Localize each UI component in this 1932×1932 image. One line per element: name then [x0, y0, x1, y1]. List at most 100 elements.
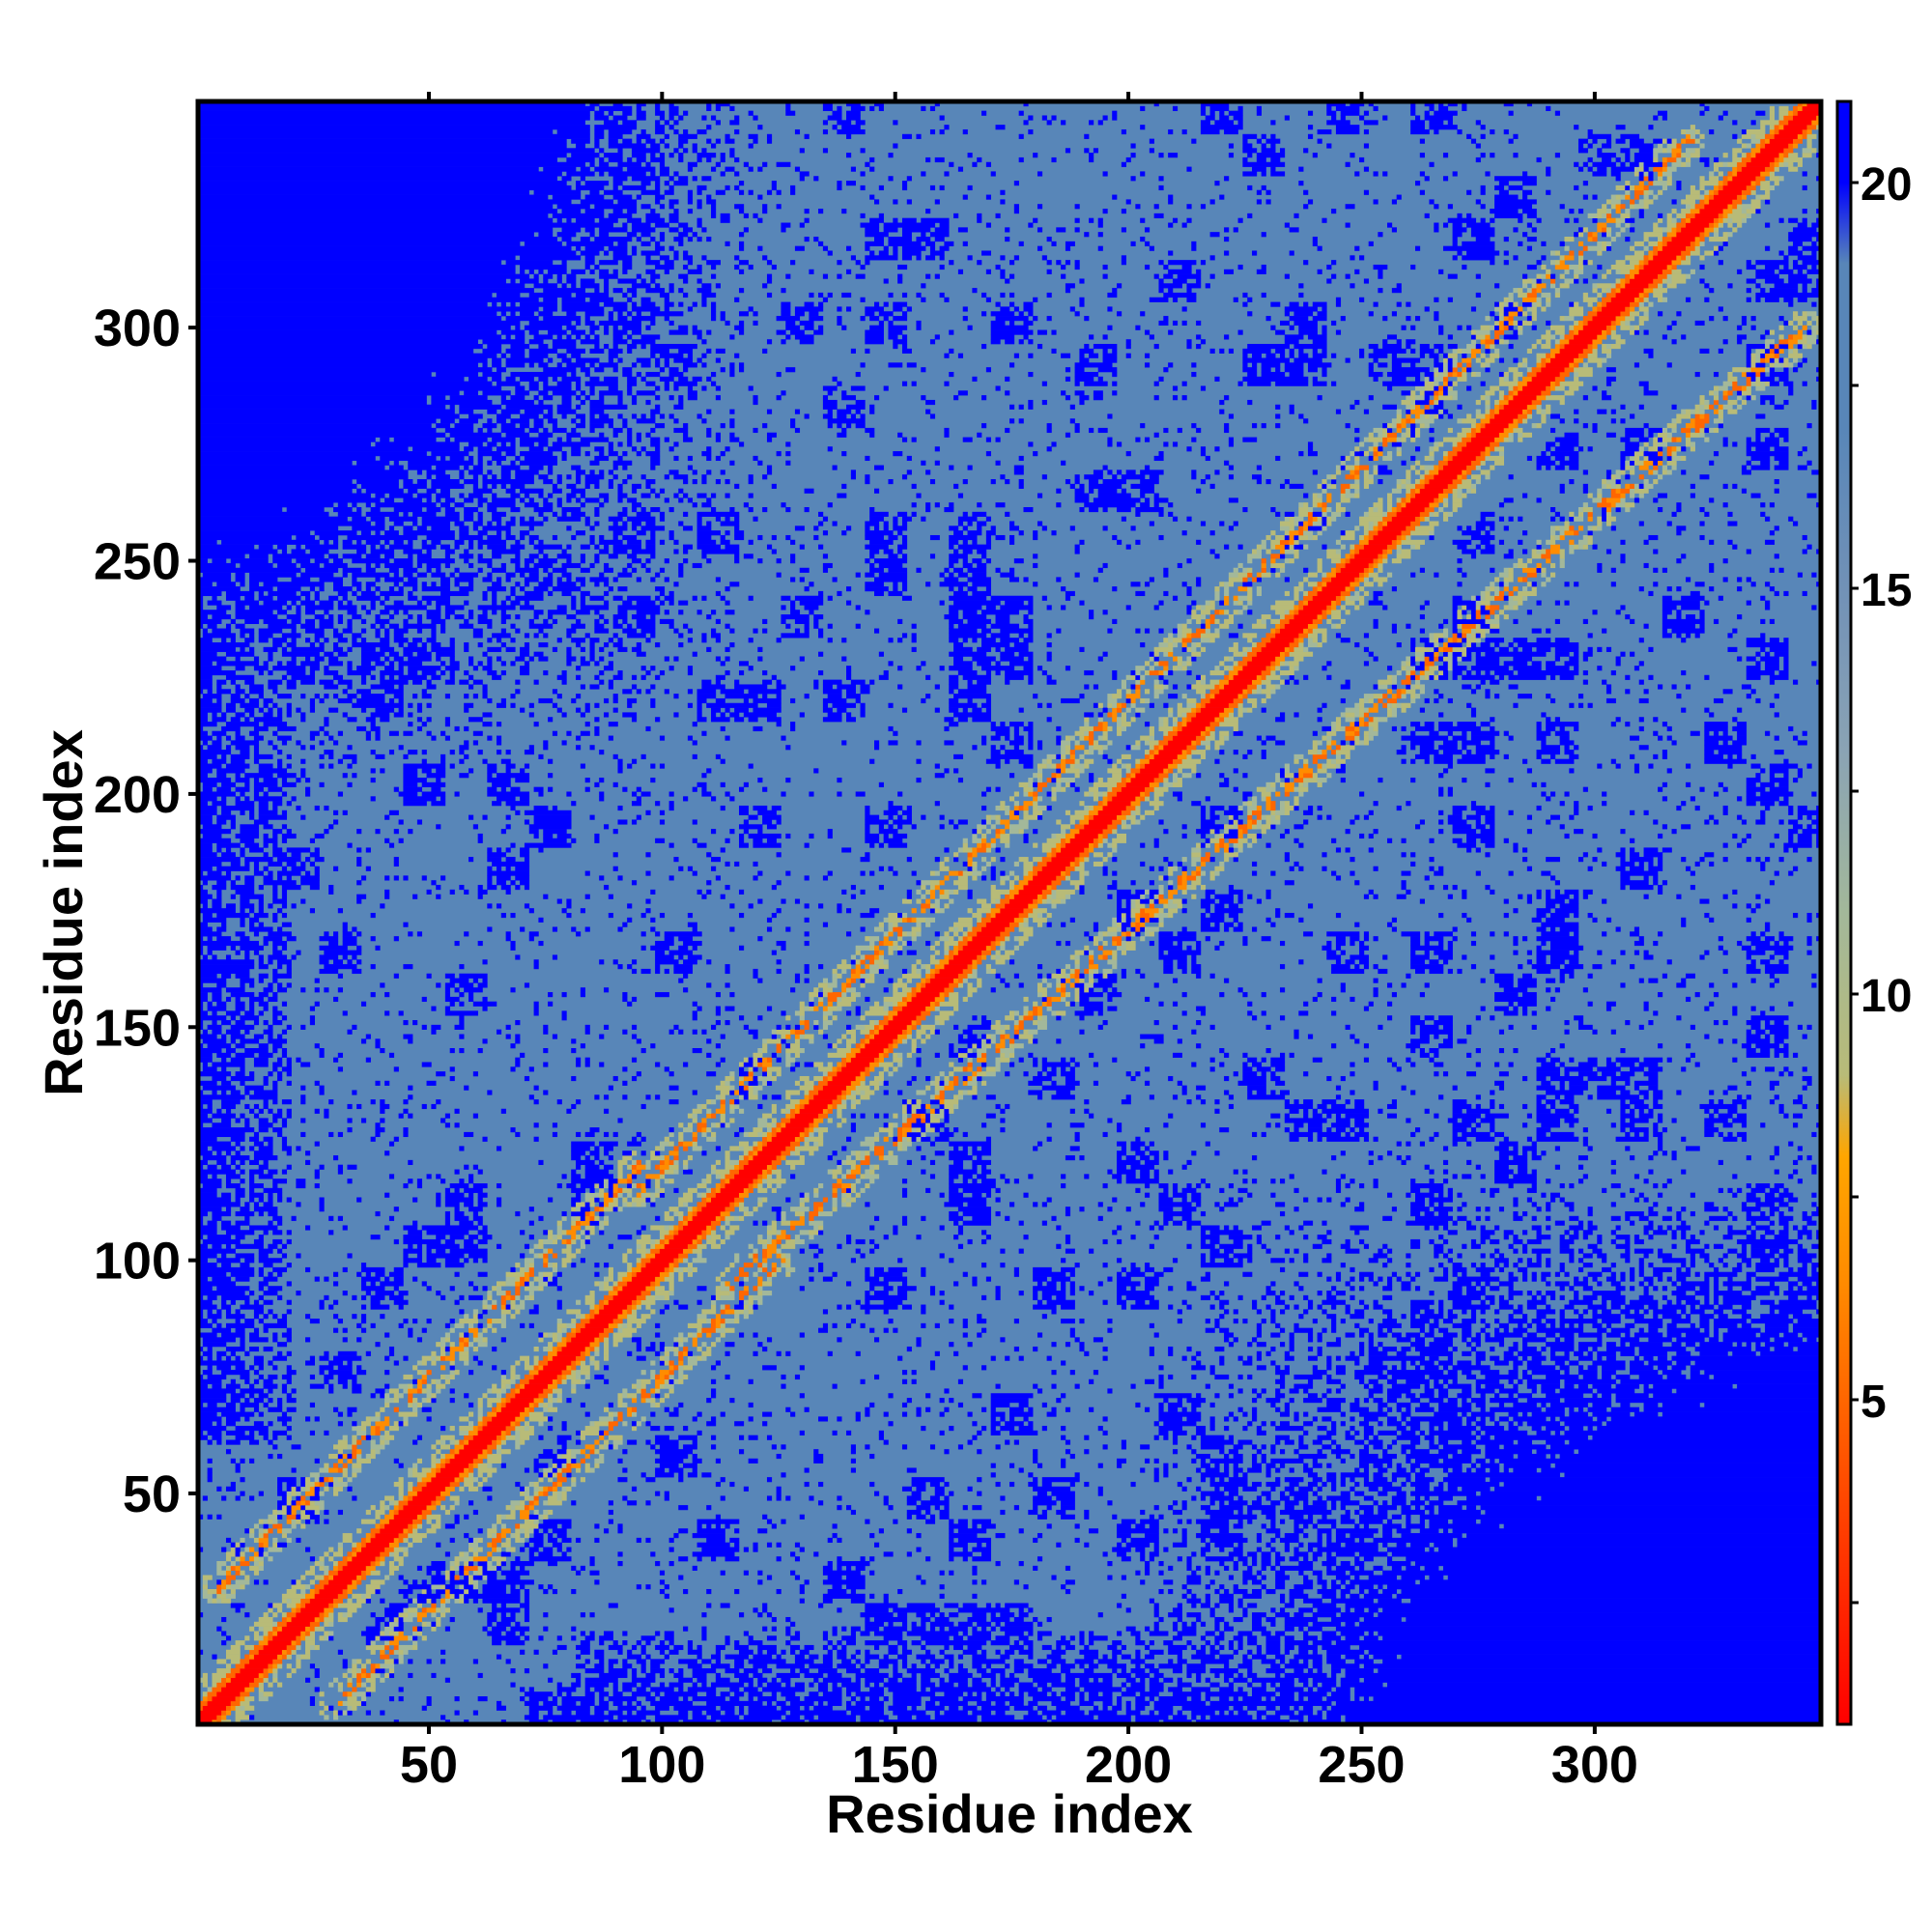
heatmap-cell: [1340, 1579, 1346, 1585]
heatmap-cell: [893, 1519, 898, 1524]
heatmap-cell: [1172, 1449, 1179, 1455]
heatmap-cell: [258, 1547, 264, 1552]
heatmap-cell: [1252, 1500, 1262, 1506]
heatmap-cell: [1480, 1406, 1486, 1412]
heatmap-cell: [627, 1319, 646, 1324]
heatmap-cell: [1041, 1710, 1062, 1716]
heatmap-cell: [1340, 1514, 1350, 1520]
heatmap-cell: [444, 1509, 450, 1516]
heatmap-cell: [1000, 1426, 1015, 1432]
heatmap-cell: [1158, 1589, 1164, 1595]
heatmap-cell: [198, 1612, 204, 1618]
heatmap-cell: [1065, 1449, 1071, 1455]
heatmap-cell: [1569, 1299, 1593, 1305]
heatmap-cell: [469, 1472, 474, 1478]
heatmap-cell: [981, 1579, 987, 1585]
heatmap-cell: [576, 1327, 582, 1333]
heatmap-cell: [1265, 1472, 1271, 1478]
heatmap-cell: [1490, 1406, 1542, 1412]
heatmap-cell: [1531, 1370, 1560, 1376]
heatmap-cell: [370, 1449, 376, 1455]
heatmap-cell: [436, 1472, 460, 1478]
heatmap-cell: [584, 1659, 590, 1664]
heatmap-cell: [715, 1337, 721, 1343]
heatmap-cell: [1470, 1337, 1481, 1343]
heatmap-cell: [561, 1346, 585, 1352]
heatmap-cell: [664, 1584, 669, 1590]
heatmap-cell: [571, 1626, 577, 1632]
heatmap-cell: [352, 1444, 357, 1450]
heatmap-cell: [524, 1365, 534, 1371]
heatmap-cell: [533, 1360, 539, 1366]
heatmap-cell: [1293, 1383, 1314, 1389]
heatmap-cell: [972, 1393, 982, 1399]
heatmap-cell: [1275, 1687, 1304, 1692]
heatmap-cell: [258, 1672, 264, 1679]
heatmap-cell: [1033, 1294, 1038, 1300]
heatmap-cell: [1317, 1519, 1337, 1524]
heatmap-cell: [1508, 1426, 1519, 1432]
heatmap-cell: [198, 1411, 217, 1417]
heatmap-cell: [207, 1355, 213, 1361]
heatmap-cell: [1191, 1687, 1210, 1692]
heatmap-cell: [1112, 1654, 1118, 1660]
heatmap-cell: [487, 1449, 493, 1455]
heatmap-cell: [469, 1561, 474, 1567]
heatmap-cell: [893, 1672, 903, 1679]
heatmap-cell: [225, 1486, 236, 1492]
heatmap-cell: [1270, 1309, 1276, 1315]
heatmap-cell: [1224, 1486, 1238, 1492]
heatmap-cell: [1275, 1672, 1281, 1679]
heatmap-cell: [594, 1346, 600, 1352]
heatmap-cell: [1209, 1537, 1248, 1544]
heatmap-cell: [431, 1626, 437, 1632]
heatmap-cell: [431, 1584, 441, 1590]
heatmap-cell: [221, 1370, 250, 1376]
heatmap-cell: [981, 1551, 991, 1557]
heatmap-cell: [720, 1691, 730, 1697]
heatmap-cell: [240, 1388, 264, 1394]
heatmap-cell: [1475, 1388, 1495, 1394]
heatmap-cell: [1466, 1374, 1477, 1380]
heatmap-cell: [571, 1635, 577, 1641]
heatmap-cell: [1303, 1659, 1309, 1664]
heatmap-cell: [459, 1309, 465, 1315]
heatmap-cell: [1648, 1337, 1672, 1343]
heatmap-cell: [916, 1411, 922, 1417]
heatmap-cell: [272, 1444, 278, 1450]
heatmap-cell: [384, 1575, 390, 1580]
heatmap-cell: [235, 1556, 241, 1562]
heatmap-cell: [604, 1378, 610, 1384]
heatmap-cell: [380, 1710, 385, 1716]
heatmap-cell: [1648, 1327, 1659, 1333]
heatmap-cell: [608, 1668, 628, 1674]
heatmap-cell: [1387, 1398, 1397, 1404]
heatmap-cell: [1209, 1481, 1248, 1488]
heatmap-cell: [925, 1393, 931, 1399]
heatmap-cell: [548, 1561, 558, 1567]
heatmap-cell: [1447, 1472, 1560, 1478]
heatmap-cell: [1186, 1575, 1202, 1580]
heatmap-cell: [300, 1575, 306, 1580]
heatmap-cell: [1350, 1426, 1355, 1432]
heatmap-cell: [604, 1350, 610, 1356]
heatmap-cell: [785, 1406, 791, 1412]
heatmap-cell: [659, 1370, 669, 1376]
heatmap-cell: [464, 1477, 474, 1483]
heatmap-cell: [720, 1309, 725, 1315]
heatmap-cell: [584, 1299, 595, 1305]
heatmap-cell: [393, 1659, 399, 1664]
heatmap-cell: [594, 1449, 600, 1455]
heatmap-cell: [515, 1439, 521, 1445]
heatmap-cell: [416, 1593, 441, 1599]
heatmap-cell: [1620, 1309, 1631, 1315]
heatmap-cell: [701, 1635, 707, 1641]
heatmap-cell: [1387, 1393, 1402, 1399]
heatmap-cell: [305, 1337, 311, 1343]
heatmap-cell: [1462, 1337, 1467, 1343]
heatmap-cell: [1214, 1322, 1220, 1328]
heatmap-cell: [524, 1486, 530, 1492]
heatmap-cell: [388, 1346, 395, 1352]
heatmap-cell: [766, 1435, 773, 1440]
heatmap-cell: [1331, 1327, 1337, 1333]
